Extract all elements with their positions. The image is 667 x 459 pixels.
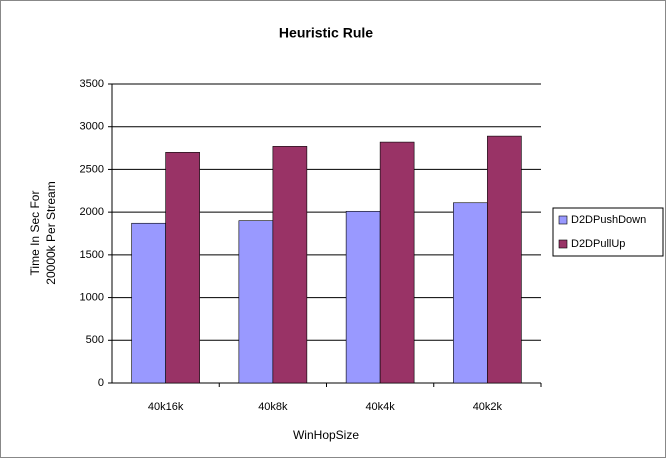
y-axis-label-line: 20000k Per Stream (44, 181, 58, 284)
y-tick-label: 1500 (80, 249, 104, 261)
bar (487, 135, 522, 384)
bar (345, 210, 381, 384)
chart-title: Heuristic Rule (279, 25, 373, 41)
bar (379, 141, 415, 384)
bar (453, 202, 488, 384)
y-tick-label: 3500 (80, 78, 104, 90)
legend-swatch (558, 239, 568, 249)
x-axis-label: WinHopSize (293, 428, 359, 442)
bar (272, 146, 308, 384)
y-axis-label-line: Time In Sec For (28, 191, 42, 276)
y-tick-label: 2500 (80, 163, 104, 175)
y-tick-label: 1000 (80, 291, 104, 303)
y-tick-label: 2000 (80, 206, 104, 218)
x-tick-label: 40k8k (258, 401, 288, 413)
y-tick-label: 0 (98, 377, 104, 389)
legend-box (552, 207, 664, 257)
y-tick-label: 500 (86, 334, 104, 346)
legend-label: D2DPullUp (571, 238, 625, 250)
x-tick-label: 40k4k (365, 401, 395, 413)
bar (131, 222, 166, 384)
y-tick-label: 3000 (80, 121, 104, 133)
legend-label: D2DPushDown (571, 214, 646, 226)
bar (165, 152, 200, 384)
bar (238, 220, 274, 384)
x-tick-label: 40k16k (148, 401, 184, 413)
y-axis-label: Time In Sec For 20000k Per Stream (28, 181, 58, 284)
x-tick-label: 40k2k (473, 401, 503, 413)
legend-swatch (558, 215, 568, 225)
